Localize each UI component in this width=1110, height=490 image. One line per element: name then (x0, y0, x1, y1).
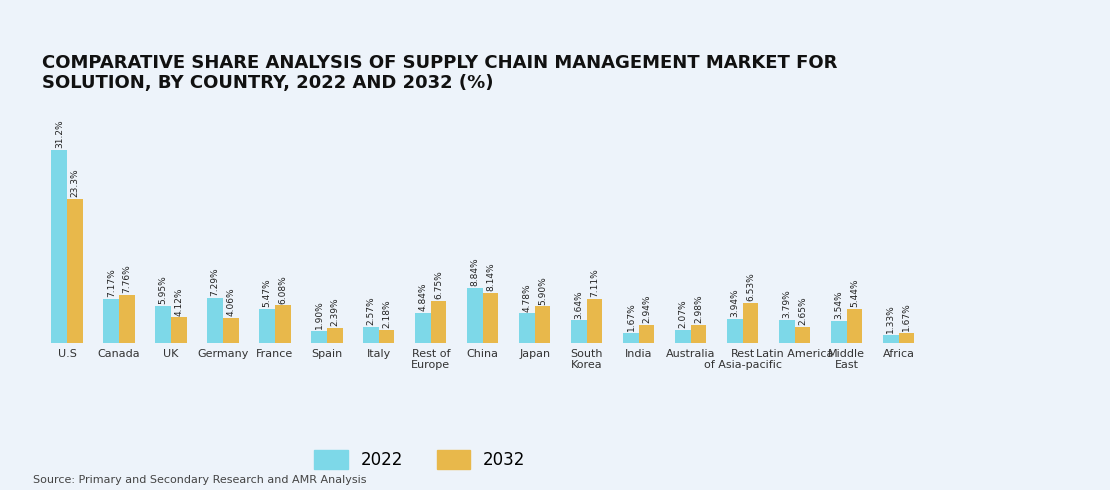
Text: 3.79%: 3.79% (783, 289, 791, 318)
Text: 5.90%: 5.90% (538, 276, 547, 305)
Text: Source: Primary and Secondary Research and AMR Analysis: Source: Primary and Secondary Research a… (33, 475, 366, 485)
Text: 2.98%: 2.98% (694, 294, 703, 323)
Bar (223, 318, 239, 343)
Text: 7.76%: 7.76% (122, 265, 131, 293)
Bar (623, 333, 638, 343)
Bar (171, 318, 186, 343)
Bar (431, 301, 446, 343)
Text: 8.14%: 8.14% (486, 262, 495, 291)
Bar (638, 325, 655, 343)
Text: 4.12%: 4.12% (174, 287, 183, 316)
Bar (572, 320, 587, 343)
Bar (690, 324, 706, 343)
Text: 5.95%: 5.95% (159, 275, 168, 304)
Bar (275, 305, 291, 343)
Bar (119, 295, 134, 343)
Bar (51, 150, 67, 343)
Bar (535, 306, 551, 343)
Text: 1.67%: 1.67% (626, 302, 635, 331)
Text: 5.44%: 5.44% (850, 279, 859, 307)
Text: 4.78%: 4.78% (523, 283, 532, 312)
Bar (899, 333, 915, 343)
Text: 7.11%: 7.11% (591, 269, 599, 297)
Text: 2.65%: 2.65% (798, 296, 807, 325)
Bar (483, 293, 498, 343)
Bar (519, 314, 535, 343)
Bar (379, 329, 394, 343)
Text: 4.06%: 4.06% (226, 288, 235, 316)
Text: 2.39%: 2.39% (331, 298, 340, 326)
Bar (884, 335, 899, 343)
Bar (795, 327, 810, 343)
Text: 5.47%: 5.47% (263, 279, 272, 307)
Text: 3.64%: 3.64% (575, 290, 584, 318)
Text: 2.18%: 2.18% (382, 299, 391, 328)
Text: 6.75%: 6.75% (434, 270, 443, 299)
Bar (415, 313, 431, 343)
Bar (831, 321, 847, 343)
Text: 7.29%: 7.29% (211, 268, 220, 296)
Text: 3.94%: 3.94% (730, 288, 739, 317)
Text: 2.57%: 2.57% (366, 296, 375, 325)
Text: 1.33%: 1.33% (886, 304, 896, 333)
Text: COMPARATIVE SHARE ANALYSIS OF SUPPLY CHAIN MANAGEMENT MARKET FOR
SOLUTION, BY CO: COMPARATIVE SHARE ANALYSIS OF SUPPLY CHA… (42, 53, 838, 92)
Text: 1.67%: 1.67% (902, 302, 911, 331)
Text: 6.08%: 6.08% (279, 275, 287, 303)
Legend: 2022, 2032: 2022, 2032 (307, 443, 533, 476)
Text: 8.84%: 8.84% (471, 258, 480, 287)
Text: 7.17%: 7.17% (107, 268, 115, 297)
Bar (155, 306, 171, 343)
Bar (779, 319, 795, 343)
Bar (208, 298, 223, 343)
Text: 1.90%: 1.90% (314, 301, 324, 329)
Text: 4.84%: 4.84% (418, 283, 427, 311)
Bar (311, 331, 327, 343)
Bar (675, 330, 690, 343)
Text: 2.07%: 2.07% (678, 300, 687, 328)
Text: 6.53%: 6.53% (746, 272, 755, 301)
Bar (727, 318, 743, 343)
Text: 23.3%: 23.3% (70, 168, 80, 197)
Bar (260, 309, 275, 343)
Bar (67, 199, 82, 343)
Bar (363, 327, 379, 343)
Bar (587, 299, 603, 343)
Text: 2.94%: 2.94% (642, 294, 652, 323)
Bar (327, 328, 343, 343)
Bar (847, 309, 862, 343)
Text: 31.2%: 31.2% (54, 120, 63, 148)
Bar (743, 303, 758, 343)
Text: 3.54%: 3.54% (835, 291, 844, 319)
Bar (467, 288, 483, 343)
Bar (103, 298, 119, 343)
